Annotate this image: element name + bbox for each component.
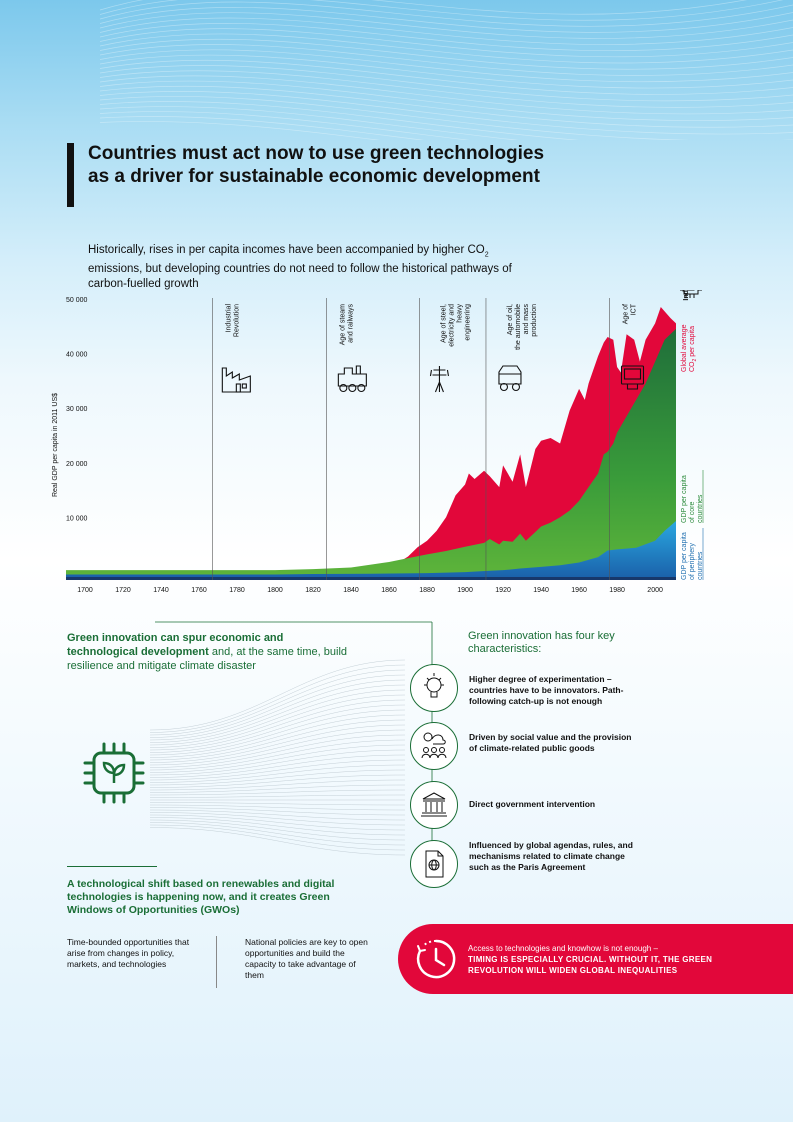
- periphery-gdp-area: [66, 521, 676, 580]
- era-label: IndustrialRevolution: [225, 304, 240, 338]
- x-tick-label: 1780: [229, 587, 245, 594]
- x-tick-label: 1760: [191, 587, 207, 594]
- characteristic-text: Driven by social value and the provision…: [469, 732, 632, 753]
- shift-divider: [67, 866, 157, 867]
- gear-bulb-icon: [410, 664, 458, 712]
- y-tick-label: 30 000: [66, 406, 88, 413]
- car-icon: [498, 365, 522, 392]
- x-tick-label: 1900: [457, 587, 473, 594]
- y-tick-label: 10 000: [66, 515, 88, 522]
- x-tick-label: 1720: [115, 587, 131, 594]
- era-label: Age of oil,the automobileand massproduct…: [507, 304, 538, 350]
- x-tick-label: 1980: [609, 587, 625, 594]
- x-tick-label: 1840: [343, 587, 359, 594]
- x-tick-label: 1860: [381, 587, 397, 594]
- column-divider: [216, 936, 217, 988]
- factory-icon: [221, 367, 251, 393]
- x-tick-label: 1700: [77, 587, 93, 594]
- clock-icon: [416, 939, 456, 979]
- chip-icon: [680, 290, 702, 298]
- characteristic-text: Higher degree of experimentation – count…: [469, 674, 624, 706]
- x-tick-label: 2000: [647, 587, 663, 594]
- wave-pattern: [99, 0, 793, 140]
- baseline: [66, 577, 676, 580]
- title-accent-bar: [67, 143, 74, 207]
- government-building-icon: [410, 781, 458, 829]
- globe-document-icon: [410, 840, 458, 888]
- x-tick-label: 1940: [533, 587, 549, 594]
- y-tick-label: 50 000: [66, 297, 88, 304]
- era-label: Age ofICT: [622, 303, 637, 324]
- legend-core: GDP per capitaof corecountries: [681, 475, 704, 523]
- legend-periphery: GDP per capitaof peripherycountries: [681, 532, 704, 580]
- y-tick-label: 40 000: [66, 352, 88, 359]
- x-tick-label: 1820: [305, 587, 321, 594]
- green-innovation-characteristics-title: Green innovation has four key characteri…: [468, 630, 615, 655]
- y-axis-label: Real GDP per capita in 2011 US$: [52, 393, 59, 497]
- intro-text: Historically, rises in per capita income…: [88, 244, 512, 291]
- shift-title: A technological shift based on renewable…: [67, 878, 335, 916]
- x-tick-label: 1800: [267, 587, 283, 594]
- gwo-column-1: Time-bounded opportunities that arise fr…: [67, 937, 190, 969]
- people-climate-icon: [410, 722, 458, 770]
- gwo-column-2: National policies are key to open opport…: [245, 937, 368, 980]
- timing-text: Access to technologies and knowhow is no…: [468, 944, 713, 975]
- green-chip-icon: [83, 742, 145, 804]
- page-title: Countries must act now to use green tech…: [88, 143, 545, 187]
- era-label: Age of steel,electricity andheavyenginee…: [440, 304, 471, 347]
- characteristic-text: Direct government intervention: [469, 799, 596, 809]
- legend-co2: Global averageCO2 per capita: [681, 324, 698, 372]
- computer-icon: [620, 365, 645, 390]
- x-tick-label: 1960: [571, 587, 587, 594]
- power-pylon-icon: [429, 366, 450, 393]
- era-label: Age of steamand railways: [339, 304, 354, 346]
- x-tick-label: 1740: [153, 587, 169, 594]
- x-tick-label: 1880: [419, 587, 435, 594]
- characteristic-text: Influenced by global agendas, rules, and…: [469, 840, 633, 872]
- locomotive-icon: [337, 365, 367, 393]
- gdp-co2-chart: IndustrialRevolution Age of steamand rail…: [52, 290, 704, 594]
- y-tick-label: 20 000: [66, 461, 88, 468]
- x-tick-label: 1920: [495, 587, 511, 594]
- timing-banner: [398, 924, 793, 994]
- co2-area: [66, 307, 676, 580]
- green-innovation-title: Green innovation can spur economic and t…: [67, 632, 347, 672]
